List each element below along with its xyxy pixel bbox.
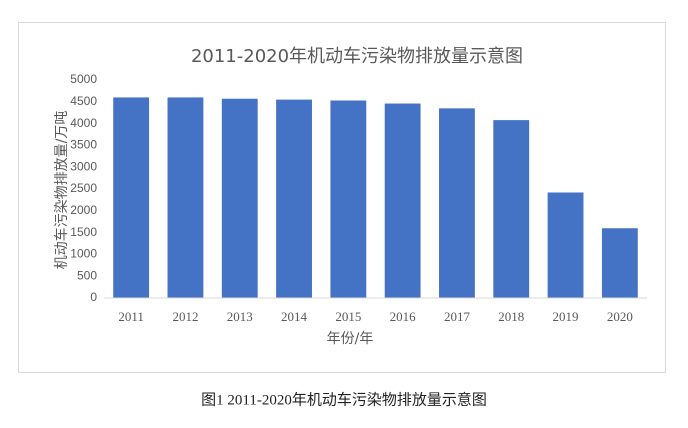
y-tick-label: 500 xyxy=(77,268,97,282)
x-tick-label: 2017 xyxy=(444,309,471,324)
x-tick-label: 2012 xyxy=(172,309,198,324)
bar xyxy=(113,97,150,298)
y-tick-label: 4000 xyxy=(70,116,97,130)
y-tick-label: 4500 xyxy=(70,94,97,108)
bar xyxy=(547,192,584,298)
x-tick-label: 2020 xyxy=(607,309,633,324)
x-tick-label: 2015 xyxy=(335,309,361,324)
y-axis-label: 机动车污染物排放量/万吨 xyxy=(53,111,70,270)
y-tick-label: 5000 xyxy=(70,72,97,86)
bar xyxy=(167,97,204,298)
y-tick-label: 2000 xyxy=(70,203,97,217)
bar xyxy=(330,100,367,298)
bar xyxy=(493,120,530,298)
x-axis-label: 年份/年 xyxy=(327,331,374,347)
bar xyxy=(221,98,258,298)
x-tick-label: 2014 xyxy=(281,309,308,324)
bar xyxy=(601,228,638,298)
y-tick-label: 3500 xyxy=(70,138,97,152)
x-tick-label: 2013 xyxy=(227,309,253,324)
y-tick-label: 2500 xyxy=(70,181,97,195)
x-tick-label: 2011 xyxy=(118,309,144,324)
caption: 图1 2011-2020年机动车污染物排放量示意图 xyxy=(201,390,487,408)
x-tick-label: 2019 xyxy=(553,309,579,324)
chart-title: 2011-2020年机动车污染物排放量示意图 xyxy=(191,46,523,67)
bar xyxy=(384,103,421,298)
y-tick-label: 1000 xyxy=(70,247,97,261)
bar xyxy=(276,99,312,299)
bar xyxy=(439,108,475,298)
x-tick-label: 2016 xyxy=(390,309,417,324)
x-tick-label: 2018 xyxy=(498,309,524,324)
y-tick-label: 3000 xyxy=(70,159,97,173)
y-tick-label: 0 xyxy=(90,290,97,304)
y-tick-label: 1500 xyxy=(70,225,97,239)
